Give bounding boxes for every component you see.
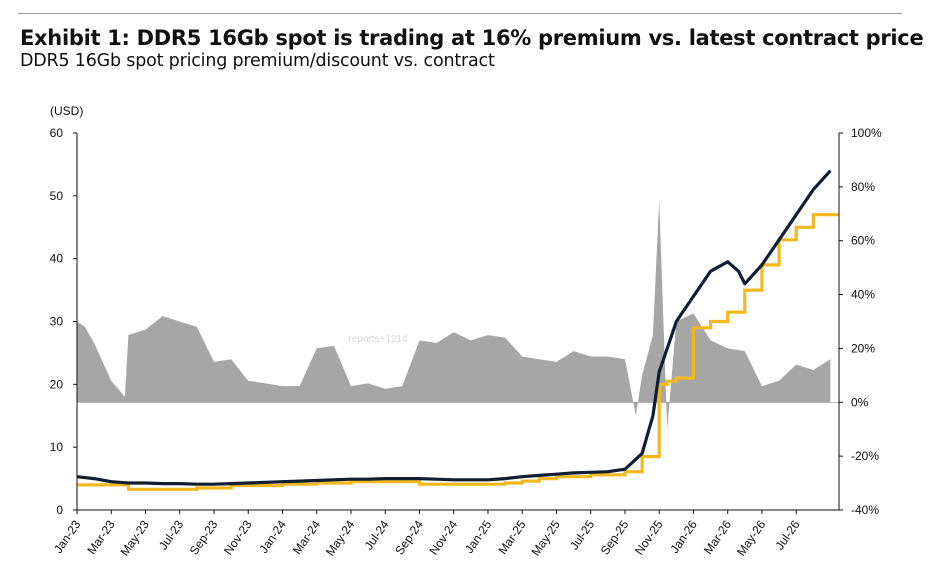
left-tick-label: 10 <box>50 440 64 454</box>
x-tick-label: Jan-23 <box>51 517 84 555</box>
x-tick-label: Jul-25 <box>567 517 597 552</box>
x-tick-label: Mar-23 <box>84 517 117 556</box>
top-rule <box>18 13 902 14</box>
chart-title: Exhibit 1: DDR5 16Gb spot is trading at … <box>20 26 924 50</box>
left-axis-unit: (USD) <box>50 104 83 118</box>
x-tick-label: May-24 <box>323 517 358 558</box>
x-tick-label: May-26 <box>734 517 769 558</box>
x-tick-label: Sep-25 <box>598 517 632 557</box>
x-tick-label: Mar-24 <box>290 517 323 556</box>
x-tick-label: Nov-25 <box>632 517 666 557</box>
x-tick-label: Jul-26 <box>772 517 802 552</box>
chart-subtitle: DDR5 16Gb spot pricing premium/discount … <box>20 51 495 71</box>
left-tick-label: 60 <box>50 126 64 140</box>
left-tick-label: 30 <box>50 315 64 329</box>
left-tick-label: 50 <box>50 189 64 203</box>
premium-area <box>77 200 831 430</box>
x-tick-label: Mar-26 <box>701 517 734 556</box>
x-tick-label: May-23 <box>118 517 153 558</box>
x-tick-label: Jan-26 <box>667 517 700 555</box>
right-tick-label: -20% <box>851 449 879 463</box>
watermark: reports+1214 <box>348 334 408 345</box>
left-tick-label: 0 <box>56 503 63 517</box>
right-tick-label: 60% <box>851 234 875 248</box>
right-tick-label: -40% <box>851 503 879 517</box>
x-tick-label: Jan-25 <box>462 517 495 555</box>
contract-price-line <box>77 213 839 491</box>
left-tick-label: 20 <box>50 377 64 391</box>
x-tick-label: May-25 <box>528 517 563 558</box>
x-tick-label: Jan-24 <box>256 517 289 555</box>
x-tick-label: Jul-23 <box>156 517 186 552</box>
x-tick-label: Nov-24 <box>427 517 461 557</box>
x-tick-label: Nov-23 <box>221 517 255 557</box>
x-tick-label: Sep-24 <box>392 517 426 557</box>
x-tick-label: Sep-23 <box>187 517 221 557</box>
left-tick-label: 40 <box>50 252 64 266</box>
right-tick-label: 40% <box>851 288 875 302</box>
x-tick-label: Jul-24 <box>361 517 391 552</box>
right-tick-label: 20% <box>851 341 875 355</box>
right-tick-label: 80% <box>851 180 875 194</box>
spot-price-line <box>76 169 832 486</box>
right-tick-label: 0% <box>851 395 869 409</box>
right-tick-label: 100% <box>851 126 882 140</box>
x-tick-label: Mar-25 <box>495 517 528 556</box>
